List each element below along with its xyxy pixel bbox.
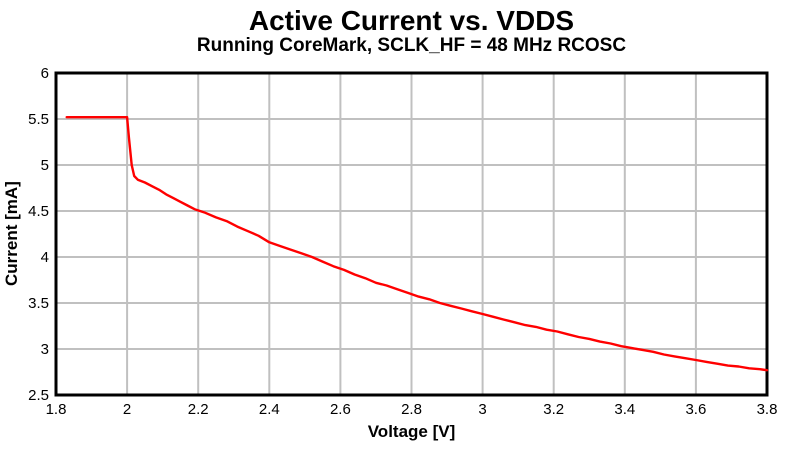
y-tick-label: 4.5 xyxy=(28,203,49,220)
y-tick-label: 3.5 xyxy=(28,295,49,312)
series-line-active-current xyxy=(65,115,769,372)
x-tick-label: 3 xyxy=(478,401,486,418)
x-tick-label: 2 xyxy=(123,401,131,418)
y-tick-label: 3 xyxy=(41,341,49,358)
chart-subtitle: Running CoreMark, SCLK_HF = 48 MHz RCOSC xyxy=(196,35,627,56)
y-tick-label: 2.5 xyxy=(28,387,49,404)
x-tick-label: 2.8 xyxy=(401,401,422,418)
y-tick-label: 4 xyxy=(41,249,49,266)
plot-border xyxy=(54,71,769,397)
y-tick-label: 6 xyxy=(41,65,49,82)
x-axis-label: Voltage [V] xyxy=(367,422,456,441)
x-tick-label: 2.2 xyxy=(188,401,209,418)
y-tick-label: 5 xyxy=(41,157,49,174)
x-tick-label: 1.8 xyxy=(46,401,67,418)
x-tick-label: 3.2 xyxy=(543,401,564,418)
y-tick-label: 5.5 xyxy=(28,111,49,128)
x-tick-label: 3.6 xyxy=(685,401,706,418)
chart-title: Active Current vs. VDDS xyxy=(248,5,575,36)
x-tick-label: 3.4 xyxy=(614,401,635,418)
x-tick-label: 2.6 xyxy=(330,401,351,418)
x-tick-label: 2.4 xyxy=(259,401,280,418)
x-tick-label: 3.8 xyxy=(757,401,778,418)
